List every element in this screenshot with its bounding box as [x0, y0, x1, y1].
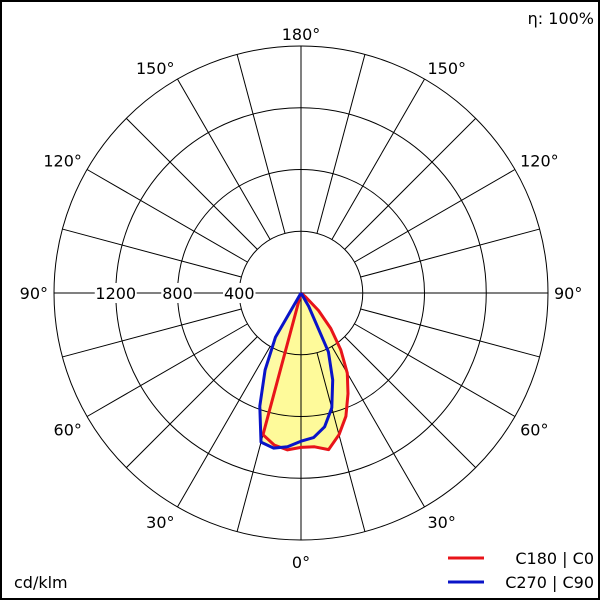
spoke-135	[344, 117, 477, 250]
angle-label-30-left: 30°	[146, 513, 174, 532]
radial-label-bg-1200	[94, 283, 137, 303]
grid-layer	[53, 45, 549, 541]
spoke-60	[354, 323, 516, 417]
spoke-285	[62, 308, 242, 358]
angle-label-90-left: 90°	[20, 284, 48, 303]
spoke-165	[316, 54, 366, 234]
spoke-225	[125, 117, 258, 250]
angle-label-120-left: 120°	[43, 152, 82, 171]
spoke-240	[86, 169, 248, 263]
series-line-1	[258, 292, 335, 450]
angle-label-bg-0	[281, 25, 321, 44]
angle-label-60-left: 60°	[54, 421, 82, 440]
angle-label-30-right: 30°	[428, 513, 456, 532]
spoke-120	[354, 169, 516, 263]
spoke-315	[125, 336, 258, 469]
spoke-75	[360, 308, 540, 358]
radial-label-800: 800	[162, 284, 193, 303]
angle-label-0-center: 0°	[292, 553, 310, 572]
spoke-300	[86, 323, 248, 417]
angle-label-bg-5	[17, 284, 48, 303]
legend-label-0: C180 | C0	[515, 549, 594, 568]
angle-label-bg-11	[290, 553, 312, 572]
angle-label-bg-3	[41, 151, 82, 171]
spoke-45	[344, 336, 477, 469]
radial-label-1200: 1200	[95, 284, 136, 303]
efficiency-label: η: 100%	[528, 9, 594, 28]
angle-label-bg-2	[427, 58, 468, 78]
spoke-210	[177, 78, 271, 240]
angle-label-bg-6	[554, 284, 585, 303]
series-fill-1	[259, 293, 333, 449]
angle-label-90-right: 90°	[554, 284, 582, 303]
angle-label-180-center: 180°	[282, 25, 321, 44]
angle-label-bg-8	[520, 420, 551, 440]
label-layer: 400 800 1200 180° 150° 150° 120° 120° 90° 90° 60° 6…	[17, 25, 585, 572]
spoke-255	[62, 228, 242, 278]
radial-label-400: 400	[224, 284, 255, 303]
angle-label-150-right: 150°	[428, 59, 467, 78]
angle-label-bg-10	[427, 513, 458, 533]
angle-label-150-left: 150°	[136, 59, 175, 78]
fill-layer	[259, 293, 348, 450]
angle-label-bg-1	[134, 58, 175, 78]
spoke-195	[236, 54, 286, 234]
spoke-330	[177, 346, 271, 508]
legend: C180 | C0 C270 | C90	[448, 549, 594, 592]
angle-label-bg-9	[144, 513, 175, 533]
spoke-105	[360, 228, 540, 278]
radial-label-bg-800	[161, 283, 194, 303]
angle-label-bg-4	[520, 151, 561, 171]
angle-label-120-right: 120°	[520, 152, 559, 171]
spoke-150	[331, 78, 425, 240]
spoke-15	[316, 352, 366, 532]
series-layer	[258, 291, 350, 452]
unit-label: cd/klm	[14, 573, 68, 592]
radial-label-bg-400	[223, 283, 256, 303]
legend-label-1: C270 | C90	[505, 573, 594, 592]
angle-label-60-right: 60°	[520, 421, 548, 440]
angle-label-bg-7	[51, 420, 82, 440]
